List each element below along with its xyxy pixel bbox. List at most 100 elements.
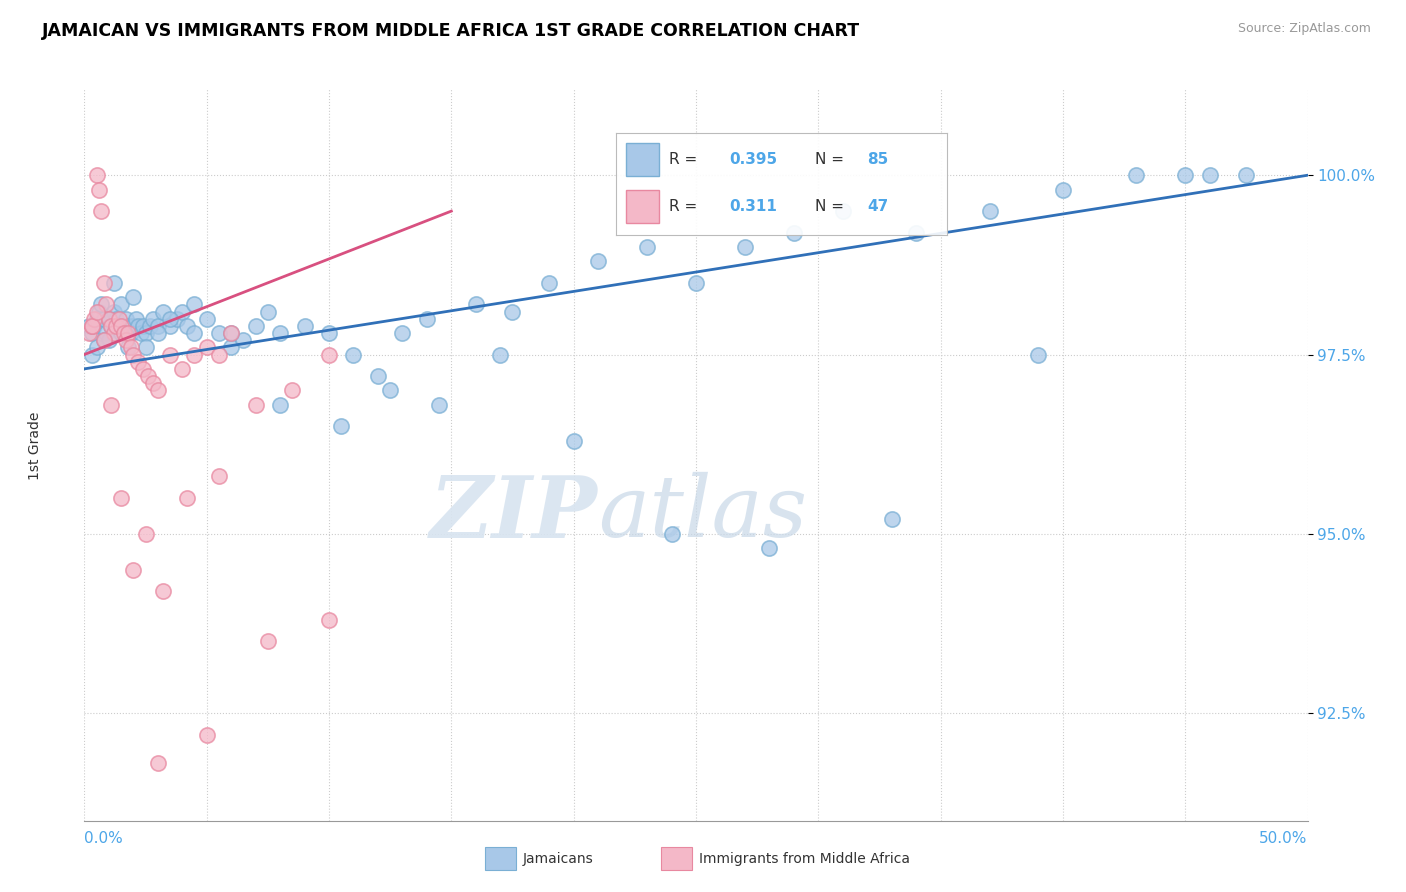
Point [127,354,149,368]
Point [142,376,165,391]
Point [208,347,231,361]
Point [380,384,402,398]
Point [195,340,218,354]
Text: JAMAICAN VS IMMIGRANTS FROM MIDDLE AFRICA 1ST GRADE CORRELATION CHART: JAMAICAN VS IMMIGRANTS FROM MIDDLE AFRIC… [42,22,860,40]
Point [219,326,242,340]
Point [257,304,280,318]
Point [269,326,291,340]
Point [103,326,125,340]
Point [136,369,159,384]
Point [501,304,523,318]
Point [294,318,316,333]
Point [122,347,145,361]
Text: 0.0%: 0.0% [84,831,124,847]
Point [1198,168,1220,182]
Point [464,297,486,311]
Point [232,333,254,347]
Point [122,318,145,333]
Point [97,311,120,326]
Point [87,183,110,197]
Bar [626,190,659,223]
Point [831,204,853,219]
Point [103,276,125,290]
Point [80,318,103,333]
Point [115,311,138,326]
Point [176,491,198,505]
Text: R =: R = [669,199,697,214]
Text: 0.395: 0.395 [728,153,778,167]
Point [93,276,115,290]
Point [880,512,903,526]
Point [93,333,115,347]
Point [562,434,585,448]
Point [183,326,205,340]
Point [97,311,120,326]
Point [208,326,231,340]
Point [125,311,148,326]
Point [166,311,188,326]
Point [538,276,561,290]
Point [905,226,928,240]
Point [734,240,756,254]
Point [135,340,157,354]
Point [146,318,169,333]
Point [112,326,135,340]
Point [90,297,112,311]
Point [110,297,132,311]
Bar [626,144,659,176]
Point [159,311,181,326]
Point [132,362,155,376]
Point [146,326,169,340]
Point [105,318,128,333]
Point [142,311,165,326]
Point [100,318,122,333]
Text: 0.311: 0.311 [728,199,776,214]
Point [152,304,174,318]
Text: Source: ZipAtlas.com: Source: ZipAtlas.com [1237,22,1371,36]
Point [219,340,242,354]
Text: N =: N = [814,153,844,167]
Point [112,318,135,333]
Point [1234,168,1257,182]
Point [103,304,125,318]
Text: ZIP: ZIP [430,472,598,555]
Point [208,469,231,483]
Point [172,362,194,376]
Point [110,326,132,340]
Point [139,318,162,333]
Point [107,318,129,333]
Point [96,326,118,340]
Point [86,311,108,326]
Point [159,347,181,361]
Point [281,384,304,398]
Point [107,311,129,326]
Point [83,318,105,333]
Point [117,326,139,340]
Point [159,318,181,333]
Point [86,340,108,354]
Point [120,326,142,340]
Point [318,326,340,340]
Point [135,526,157,541]
Point [122,563,145,577]
Point [245,398,267,412]
Point [172,304,194,318]
Text: 50.0%: 50.0% [1260,831,1308,847]
Text: R =: R = [669,153,697,167]
Point [489,347,512,361]
Text: N =: N = [814,199,844,214]
Point [330,419,353,434]
Point [93,311,115,326]
Point [416,311,439,326]
Point [342,347,364,361]
Point [83,311,105,326]
Point [127,318,149,333]
Point [77,318,100,333]
Point [758,541,780,556]
Point [117,318,139,333]
Point [135,326,157,340]
Point [661,526,683,541]
Point [1125,168,1147,182]
Point [110,318,132,333]
Point [87,304,110,318]
